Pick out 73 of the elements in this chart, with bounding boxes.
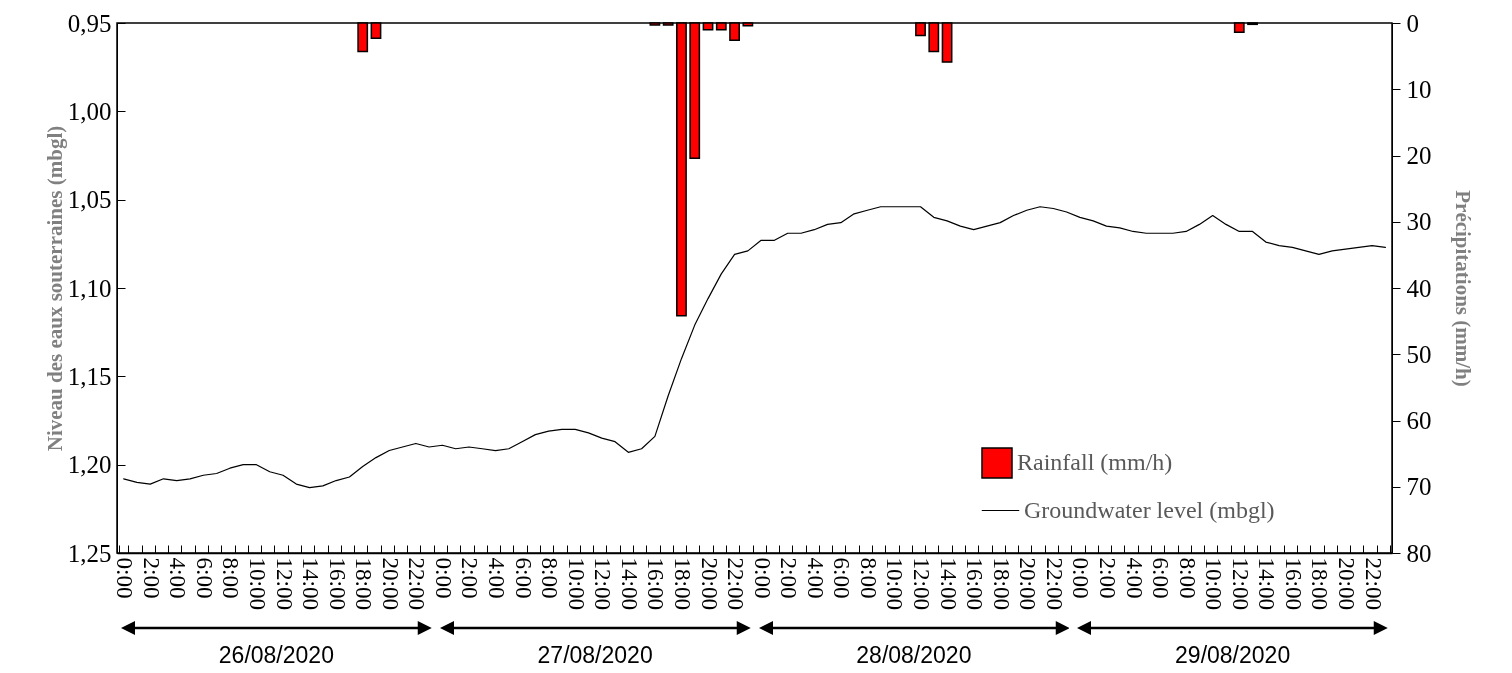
y-tick-label: 1,05 [67,186,112,214]
x-tick-label: 2:00 [138,557,164,599]
y2-tick-label: 10 [1406,75,1432,103]
y-tick-label: 1,15 [67,362,112,390]
x-tick-label: 8:00 [218,557,244,599]
x-tick-label: 8:00 [1174,557,1200,599]
x-tick-label: 8:00 [855,557,881,599]
x-tick-label: 6:00 [1148,557,1174,599]
y2-tick-label: 80 [1406,539,1432,567]
x-tick-label: 10:00 [563,557,589,610]
x-tick-label: 12:00 [271,557,297,610]
x-tick-label: 18:00 [351,557,377,610]
x-tick-label: 2:00 [776,557,802,599]
x-tick-label: 20:00 [1015,557,1041,610]
x-tick-label: 22:00 [723,557,749,610]
text: 28/08/2020 [856,642,972,669]
x-tick-label: 14:00 [298,557,324,610]
x-tick-label: 10:00 [1201,557,1227,610]
y-tick-label: 1,10 [67,274,112,302]
text: 27/08/2020 [537,642,653,669]
x-tick-label: 12:00 [1227,557,1253,610]
y2-tick-label: 40 [1406,274,1432,302]
y2-tick-label: 70 [1406,473,1432,501]
x-tick-label: 4:00 [484,557,510,599]
y2-axis-title: Précipitations (mm/h) [1450,190,1475,387]
x-tick-label: 22:00 [1360,557,1386,610]
x-tick-label: 16:00 [643,557,669,610]
y-axis-title: Niveau des eaux souterraines (mbgl) [42,125,67,452]
x-tick-label: 14:00 [1254,557,1280,610]
line-series [123,206,1386,489]
x-tick-label: 18:00 [988,557,1014,610]
x-tick-label: 6:00 [829,557,855,599]
x-tick-label: 12:00 [590,557,616,610]
x-tick-label: 4:00 [1121,557,1147,599]
x-tick-label: 0:00 [749,557,775,599]
x-tick-label: 8:00 [537,557,563,599]
x-tick-label: 0:00 [1068,557,1094,599]
x-tick-label: 22:00 [1041,557,1067,610]
x-tick-label: 6:00 [191,557,217,599]
x-tick-label: 16:00 [962,557,988,610]
x-tick-label: 20:00 [377,557,403,610]
text: 29/08/2020 [1175,642,1291,669]
x-tick-label: 0:00 [430,557,456,599]
y2-tick-label: 20 [1406,142,1432,169]
x-tick-label: 0:00 [112,557,138,599]
y-tick-label: 1,20 [67,451,112,479]
legend-label: Groundwater level (mbgl) [1024,496,1275,523]
x-tick-label: 20:00 [1334,557,1360,610]
y2-tick-label: 60 [1406,407,1432,434]
x-tick-label: 6:00 [510,557,536,599]
x-tick-label: 22:00 [404,557,430,610]
x-tick-label: 18:00 [669,557,695,610]
x-tick-label: 12:00 [909,557,935,610]
x-tick-label: 4:00 [802,557,828,599]
x-tick-label: 16:00 [1280,557,1306,610]
x-tick-label: 16:00 [324,557,350,610]
x-tick-label: 10:00 [244,557,270,610]
y-tick-label: 0,95 [67,9,112,37]
x-tick-label: 20:00 [696,557,722,610]
y-tick-label: 1,25 [67,539,112,567]
x-tick-label: 2:00 [1094,557,1120,599]
x-tick-label: 14:00 [935,557,961,610]
y2-tick-label: 50 [1406,340,1432,368]
y-tick-label: 1,00 [67,97,112,125]
y2-tick-label: 30 [1406,208,1432,236]
text: 26/08/2020 [218,642,334,669]
x-tick-label: 18:00 [1307,557,1333,610]
legend-label: Rainfall (mm/h) [1017,449,1173,475]
x-tick-label: 4:00 [165,557,191,599]
x-tick-label: 10:00 [882,557,908,610]
y2-tick-label: 0 [1406,9,1419,37]
x-tick-label: 2:00 [457,557,483,599]
x-tick-label: 14:00 [616,557,642,610]
